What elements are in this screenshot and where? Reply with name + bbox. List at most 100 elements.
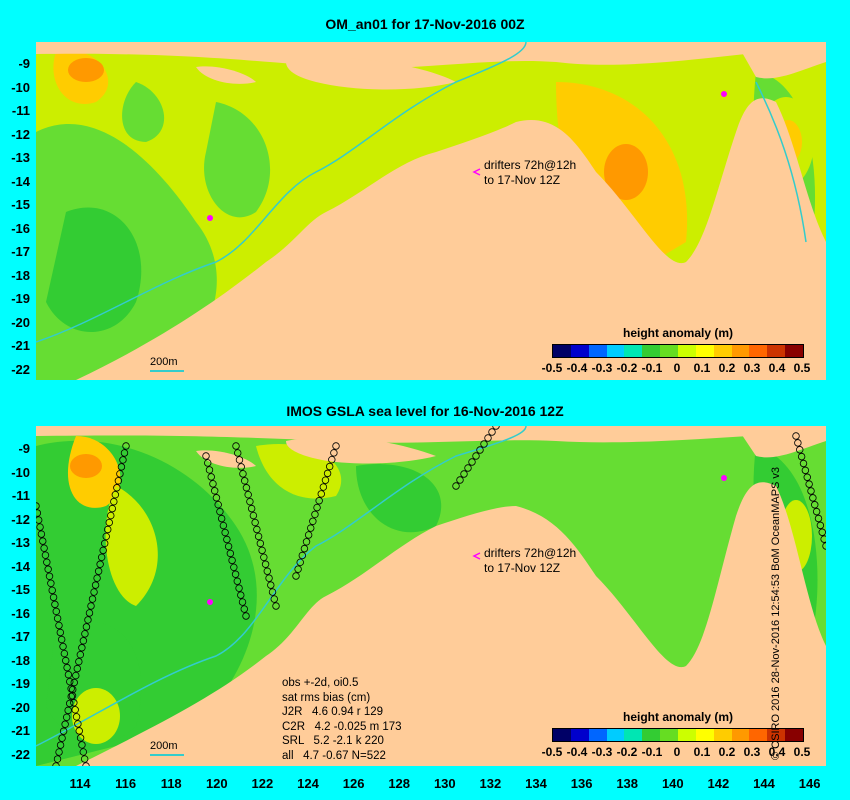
colorbar-tick-label: -0.5 bbox=[541, 361, 563, 375]
longitude-tick-label: 134 bbox=[525, 776, 547, 791]
stats-line: C2R 4.2 -0.025 m 173 bbox=[282, 720, 402, 733]
colorbar-swatch bbox=[678, 345, 696, 357]
colorbar-swatch bbox=[713, 345, 732, 357]
colorbar-tick-label: -0.3 bbox=[591, 361, 613, 375]
longitude-tick-label: 132 bbox=[479, 776, 502, 791]
track-observation-circle bbox=[119, 456, 127, 464]
colorbar-tick-label: 0.2 bbox=[718, 745, 736, 759]
latitude-tick-label: -15 bbox=[11, 582, 30, 597]
colorbar-tick-label: 0.1 bbox=[693, 361, 711, 375]
latitude-tick-label: -20 bbox=[11, 314, 30, 330]
track-observation-circle bbox=[88, 595, 97, 603]
drifter-arrow-icon bbox=[472, 552, 481, 560]
drifter-arrow-icon bbox=[472, 168, 481, 176]
track-observation-circle bbox=[205, 466, 214, 474]
track-observation-circle bbox=[41, 551, 50, 559]
map-panel-1-svg bbox=[36, 42, 826, 380]
track-observation-circle bbox=[45, 572, 54, 580]
longitude-tick-label: 126 bbox=[342, 776, 365, 791]
track-observation-circle bbox=[96, 560, 104, 568]
track-observation-circle bbox=[76, 734, 85, 742]
latitude-tick-label: -9 bbox=[18, 56, 30, 71]
colorbar-tick-label: -0.4 bbox=[566, 745, 588, 759]
colorbar-tick-label: 0.3 bbox=[743, 745, 761, 759]
track-observation-circle bbox=[239, 470, 247, 478]
track-observation-circle bbox=[40, 544, 48, 552]
track-observation-circle bbox=[59, 642, 67, 651]
200m-contour-line bbox=[36, 426, 527, 747]
track-observation-circle bbox=[328, 455, 336, 464]
track-observation-circle bbox=[807, 487, 815, 495]
credit-text: © CSIRO 2016 28-Nov-2016 12:54:53 BoM Oc… bbox=[770, 466, 782, 760]
track-observation-circle bbox=[79, 748, 87, 756]
colorbar-swatch bbox=[660, 345, 679, 357]
track-observation-circle bbox=[117, 463, 126, 471]
latitude-tick-label: -19 bbox=[11, 676, 30, 691]
colorbar-swatch bbox=[642, 345, 661, 357]
colorbar-swatch bbox=[624, 345, 643, 357]
track-observation-circle bbox=[57, 635, 66, 644]
track-observation-circle bbox=[90, 588, 98, 596]
colorbar-swatch bbox=[695, 345, 714, 357]
track-observation-circle bbox=[298, 551, 307, 560]
track-observation-circle bbox=[319, 483, 328, 491]
track-observation-circle bbox=[75, 657, 83, 666]
track-observation-circle bbox=[238, 598, 247, 606]
colorbar-tick-label: 0.2 bbox=[718, 361, 736, 375]
longitude-tick-label: 124 bbox=[297, 776, 319, 791]
longitude-tick-label: 128 bbox=[388, 776, 411, 791]
latitude-tick-label: -16 bbox=[11, 220, 30, 236]
latitude-tick-label: -14 bbox=[11, 558, 30, 574]
australia-landmass bbox=[76, 98, 826, 380]
latitude-tick-label: -13 bbox=[11, 535, 30, 550]
drifters-line2: to 17-Nov 12Z bbox=[484, 561, 561, 575]
track-observation-circle bbox=[62, 656, 70, 665]
colorbar-swatch bbox=[642, 729, 661, 741]
track-observation-circle bbox=[37, 530, 46, 538]
latitude-tick-label: -9 bbox=[18, 441, 30, 456]
track-observation-circle bbox=[242, 484, 251, 492]
colorbar-tick-label: 0.5 bbox=[793, 361, 811, 375]
track-observation-circle bbox=[323, 469, 332, 478]
colorbar-swatch bbox=[570, 345, 589, 357]
track-observation-circle bbox=[315, 497, 323, 505]
track-observation-circle bbox=[300, 544, 309, 553]
map-panel-2-svg bbox=[36, 426, 826, 766]
latitude-tick-label: -19 bbox=[11, 291, 30, 306]
track-observation-circle bbox=[67, 692, 75, 701]
track-observation-circle bbox=[110, 497, 118, 506]
track-observation-circle bbox=[809, 494, 817, 502]
track-observation-circle bbox=[209, 480, 217, 488]
track-observation-circle bbox=[818, 528, 826, 536]
track-observation-circle bbox=[799, 459, 808, 468]
track-observation-circle bbox=[219, 521, 228, 530]
track-observation-circle bbox=[221, 528, 229, 537]
track-observation-circle bbox=[116, 470, 124, 478]
track-observation-circle bbox=[82, 623, 91, 631]
track-observation-circle bbox=[468, 458, 476, 466]
track-observation-circle bbox=[484, 434, 492, 442]
satellite-track-circles bbox=[36, 426, 826, 766]
track-observation-circle bbox=[260, 553, 268, 562]
track-observation-circle bbox=[94, 567, 103, 575]
longitude-tick-label: 120 bbox=[205, 776, 228, 791]
track-observation-circle bbox=[113, 484, 121, 492]
track-observation-circle bbox=[48, 586, 56, 595]
track-observation-circle bbox=[244, 490, 252, 499]
stats-line: sat rms bias (cm) bbox=[282, 691, 371, 704]
track-observation-circle bbox=[251, 518, 259, 527]
latitude-tick-label: -10 bbox=[11, 79, 30, 95]
panel2-scale-line bbox=[150, 754, 184, 756]
track-observation-circle bbox=[796, 446, 804, 454]
track-observation-circle bbox=[64, 706, 72, 715]
track-observation-circle bbox=[313, 503, 321, 512]
latitude-tick-label: -13 bbox=[11, 150, 30, 165]
latitude-tick-label: -11 bbox=[11, 103, 30, 118]
panel1-legend-title: height anomaly (m) bbox=[622, 326, 733, 340]
track-observation-circle bbox=[105, 518, 113, 527]
drifters-line1: drifters 72h@12h bbox=[484, 546, 577, 560]
longitude-tick-label: 122 bbox=[251, 776, 274, 791]
track-observation-circle bbox=[231, 570, 240, 578]
track-observation-circle bbox=[309, 517, 317, 525]
colorbar-swatch bbox=[624, 729, 643, 741]
